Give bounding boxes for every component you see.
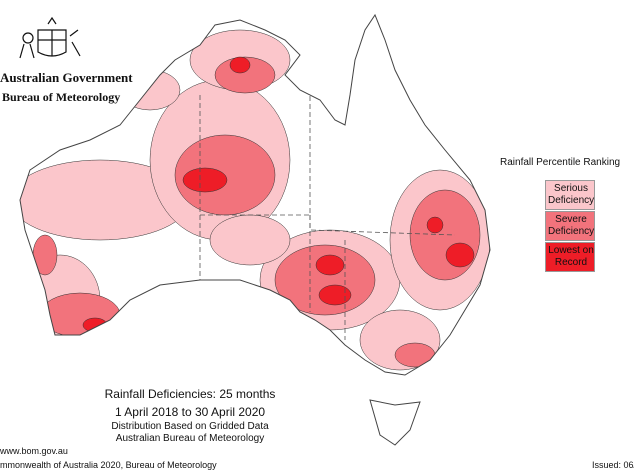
caption-title: Rainfall Deficiencies: 25 months	[104, 387, 276, 401]
legend-swatch	[545, 180, 595, 210]
footer-issued: Issued: 06/0	[592, 460, 634, 470]
caption-source: Australian Bureau of Meteorology	[115, 433, 265, 444]
legend-swatch	[545, 211, 595, 241]
government-name: Australian Government	[0, 70, 133, 85]
legend-label: Serious Deficiency	[548, 183, 595, 206]
legend-label: Lowest on Record	[548, 245, 594, 268]
legend-title: Rainfall Percentile Ranking	[500, 157, 621, 168]
crest	[19, 16, 81, 59]
footer-copyright: mmonwealth of Australia 2020, Bureau of …	[0, 460, 217, 470]
legend-swatch	[545, 242, 595, 272]
legend-label: Severe Deficiency	[548, 214, 595, 237]
footer-url: www.bom.gov.au	[0, 446, 68, 456]
caption-note: Distribution Based on Gridded Data	[111, 421, 269, 432]
agency-name: Bureau of Meteorology	[2, 90, 121, 104]
caption-period: 1 April 2018 to 30 April 2020	[114, 405, 266, 419]
state-borders	[199, 95, 456, 340]
